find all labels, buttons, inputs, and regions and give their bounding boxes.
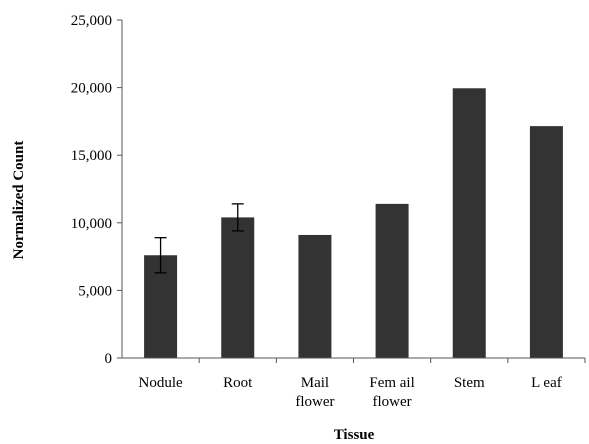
x-tick-label: Root bbox=[223, 375, 253, 391]
bar-mail-flower bbox=[298, 234, 332, 358]
x-tick-label: Fem ail bbox=[369, 375, 414, 391]
y-tick-label: 10,000 bbox=[71, 216, 112, 232]
y-tick-label: 0 bbox=[105, 351, 113, 367]
y-axis-title: Normalized Count bbox=[11, 141, 27, 260]
x-tick-label: flower bbox=[295, 394, 334, 410]
x-tick-label: flower bbox=[373, 394, 412, 410]
x-tick-label: Mail bbox=[301, 375, 329, 391]
bar-stem bbox=[452, 88, 486, 358]
x-axis-title: Tissue bbox=[334, 427, 375, 443]
y-tick-label: 20,000 bbox=[71, 81, 112, 97]
bar-femail-flower bbox=[375, 203, 409, 358]
bar-root bbox=[221, 217, 255, 358]
y-axis-ticks: 0 5,000 10,000 15,000 20,000 25,000 bbox=[71, 13, 122, 367]
x-tick-label: Stem bbox=[454, 375, 485, 391]
y-tick-label: 5,000 bbox=[78, 283, 112, 299]
x-tick-label: Nodule bbox=[138, 375, 183, 391]
y-tick-label: 25,000 bbox=[71, 13, 112, 29]
x-tick-label: L eaf bbox=[531, 375, 562, 391]
bars-group bbox=[144, 88, 563, 359]
error-bars-group bbox=[154, 203, 244, 274]
y-tick-label: 15,000 bbox=[71, 148, 112, 164]
x-axis-labels: Nodule Root Mail flower Fem ail flower Stem L e… bbox=[138, 358, 586, 410]
bar-leaf bbox=[529, 126, 563, 359]
